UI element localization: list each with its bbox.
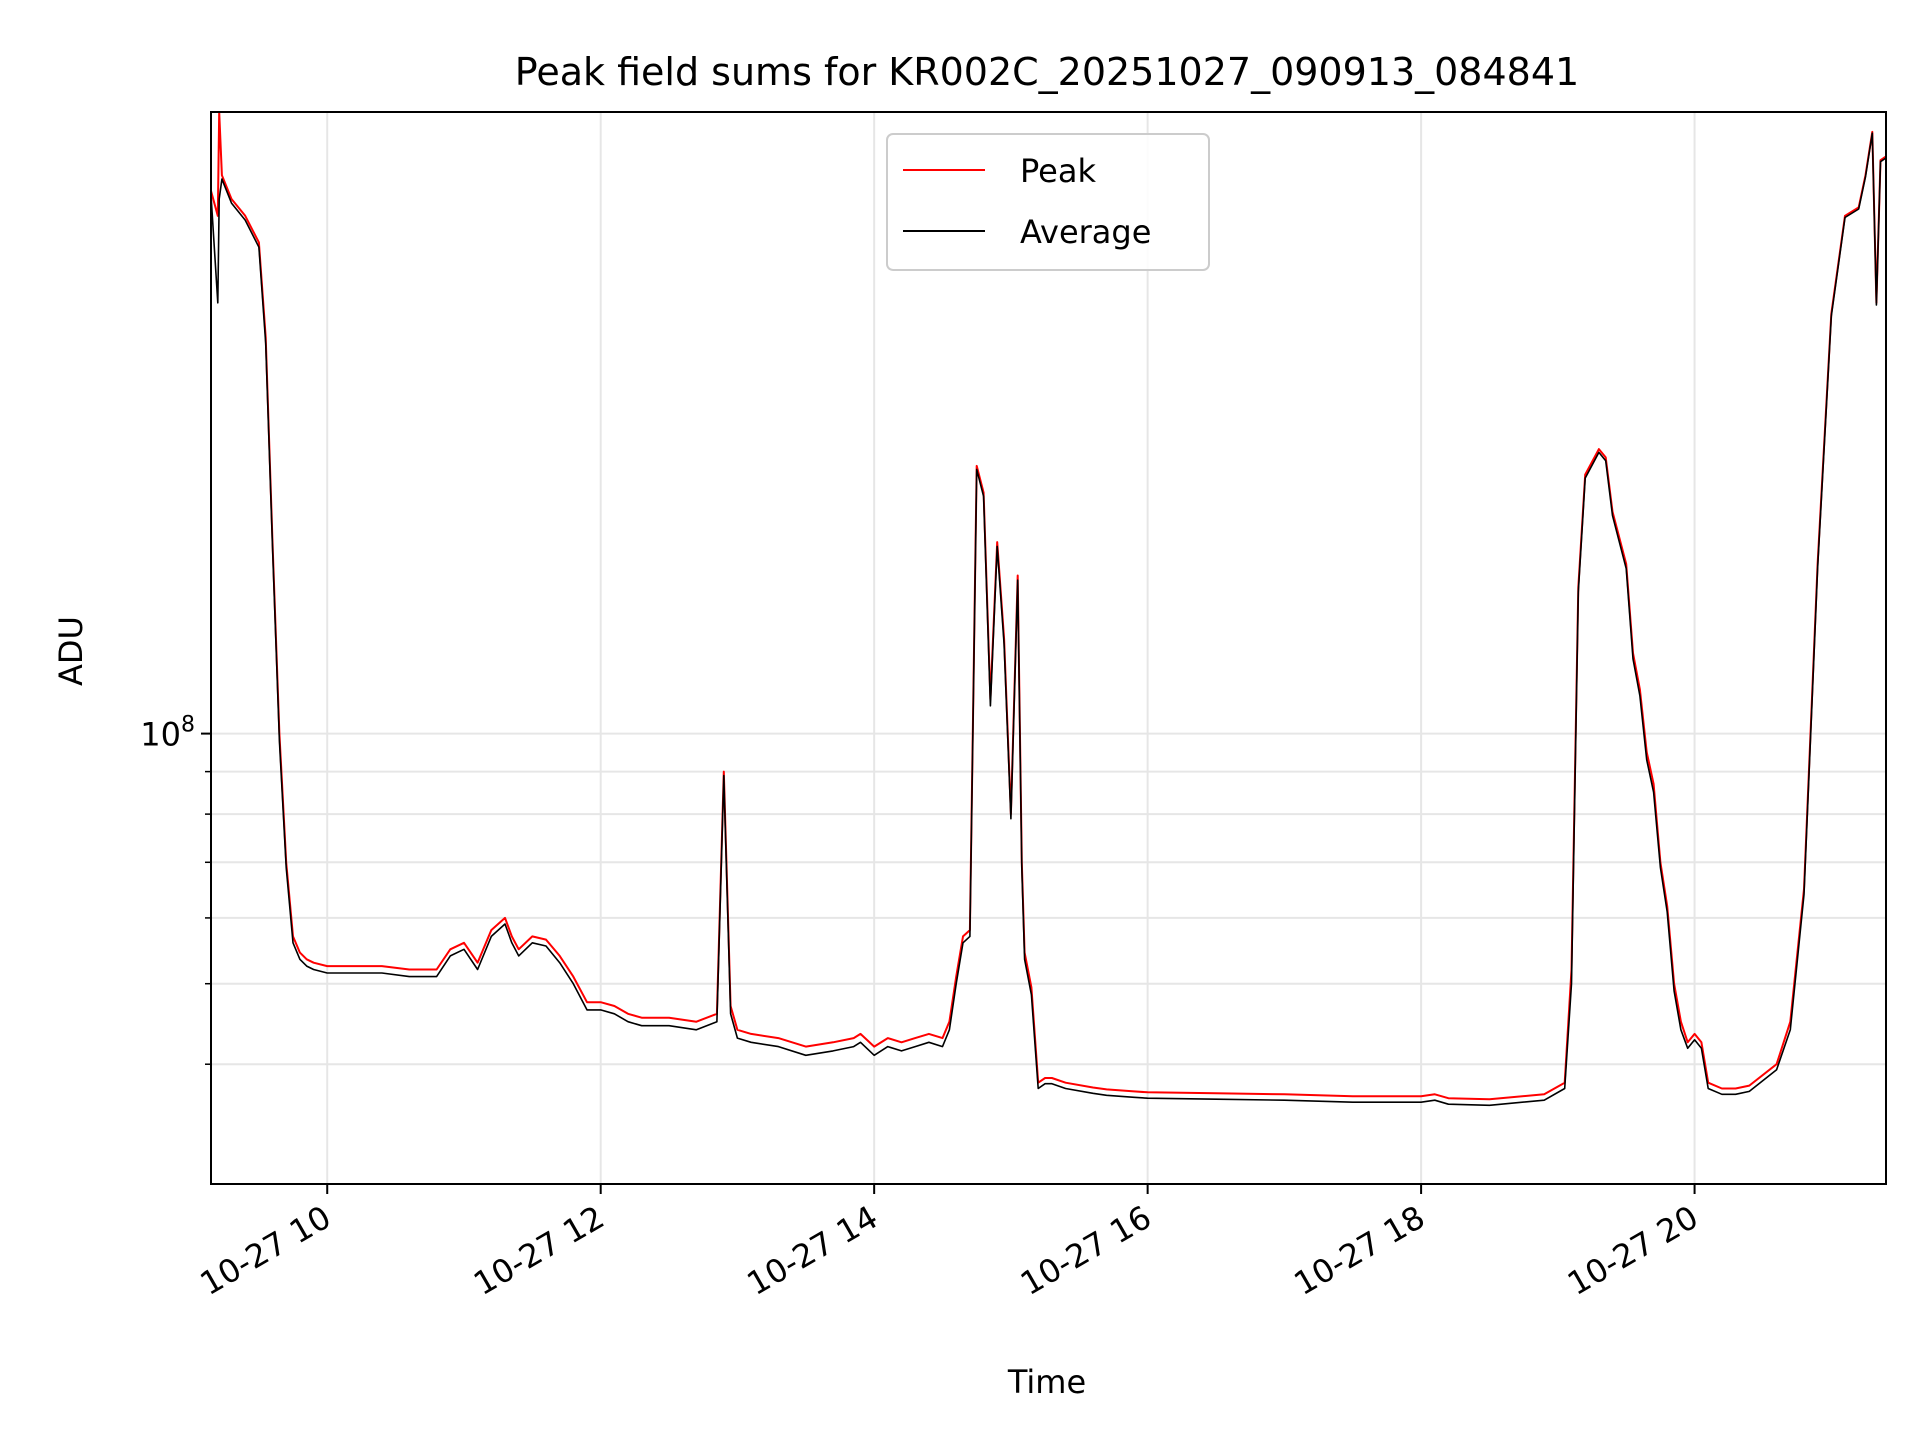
y-tick-label: 108: [140, 713, 195, 754]
series-lines: [210, 111, 1887, 1107]
plot-frame: [210, 111, 1887, 1185]
legend-label-average: Average: [1020, 213, 1151, 251]
y-axis-label: ADU: [52, 616, 90, 686]
legend-box: [886, 133, 1210, 271]
grid-lines: [211, 112, 1886, 1184]
series-line-average: [210, 132, 1887, 1107]
y-axis-ticks: 108: [140, 713, 211, 1065]
y-tick-label-exponent: 8: [181, 713, 195, 738]
legend: Peak Average: [886, 133, 1210, 271]
x-axis-label: Time: [1007, 1363, 1086, 1401]
legend-label-peak: Peak: [1020, 152, 1096, 190]
y-tick-label-base: 10: [140, 716, 181, 754]
chart-title: Peak field sums for KR002C_20251027_0909…: [515, 50, 1579, 94]
